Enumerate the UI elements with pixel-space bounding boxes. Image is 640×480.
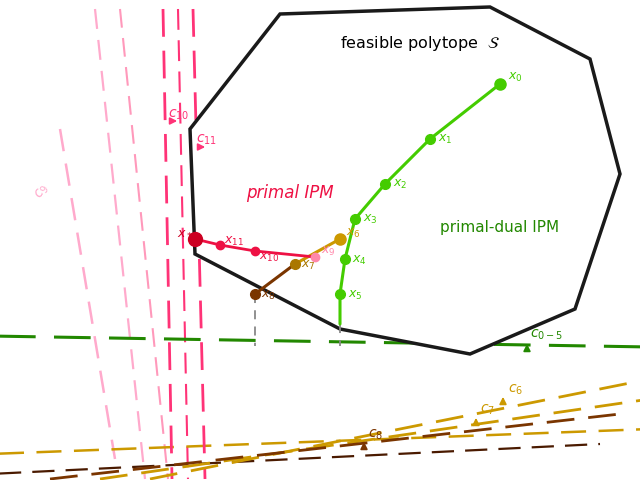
- Text: $x_7$: $x_7$: [301, 258, 316, 272]
- Text: $x_1$: $x_1$: [438, 133, 452, 146]
- Text: $x_{10}$: $x_{10}$: [259, 251, 279, 264]
- Text: $x_4$: $x_4$: [352, 253, 367, 266]
- Text: $x_6$: $x_6$: [346, 227, 361, 240]
- Text: $c_{10}$: $c_{10}$: [168, 108, 189, 122]
- Text: $x_2$: $x_2$: [393, 178, 407, 191]
- Text: $c_7$: $c_7$: [480, 402, 495, 417]
- Text: $c_6$: $c_6$: [508, 382, 523, 396]
- Text: $x_9$: $x_9$: [321, 244, 335, 258]
- Text: $c_{11}$: $c_{11}$: [196, 133, 217, 147]
- Text: feasible polytope  $\mathcal{S}$: feasible polytope $\mathcal{S}$: [340, 34, 500, 53]
- Text: $c_{0-5}$: $c_{0-5}$: [530, 327, 563, 342]
- Text: $x_8$: $x_8$: [261, 288, 276, 301]
- Text: $c_8$: $c_8$: [368, 427, 383, 442]
- Text: primal-dual IPM: primal-dual IPM: [440, 219, 559, 235]
- Polygon shape: [190, 8, 620, 354]
- Text: $x_0$: $x_0$: [508, 71, 523, 84]
- Text: $c_9$: $c_9$: [32, 181, 52, 202]
- Text: $x_5$: $x_5$: [348, 288, 362, 301]
- Text: $x_*$: $x_*$: [177, 225, 193, 238]
- Text: $x_3$: $x_3$: [363, 213, 378, 226]
- Text: primal IPM: primal IPM: [246, 184, 334, 202]
- Text: $x_{11}$: $x_{11}$: [224, 235, 244, 248]
